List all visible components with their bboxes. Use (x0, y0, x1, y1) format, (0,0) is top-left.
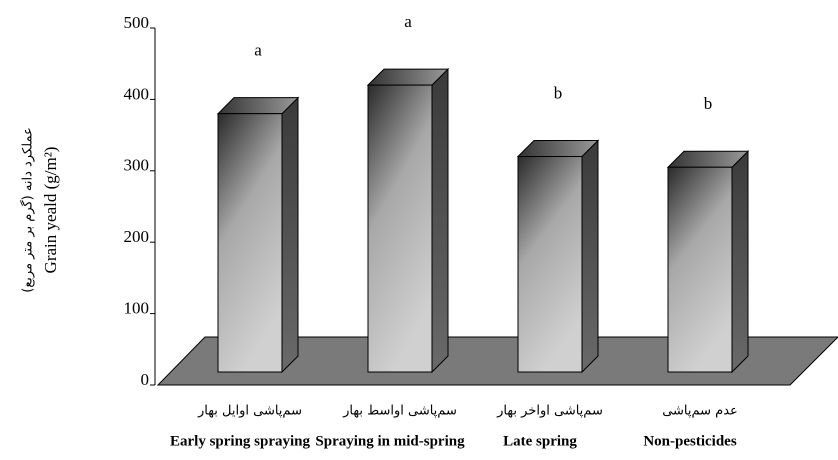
bar-side (281, 96, 299, 374)
y-axis-label: Grain yeald (g/m²) (41, 147, 60, 274)
bar-front (217, 113, 283, 373)
annotation: a (254, 41, 262, 60)
y-tick-label: 200 (124, 227, 150, 246)
bar-side (581, 139, 599, 374)
x-tick-label-secondary: سم‌پاشی اواسط بهار (342, 404, 457, 419)
annotation: b (554, 83, 563, 102)
bar (366, 67, 450, 374)
y-tick-label: 500 (124, 13, 150, 32)
bar-side (431, 67, 449, 374)
y-tick-label: 0 (141, 370, 150, 389)
bar-front (517, 156, 583, 373)
y-tick-label: 400 (124, 84, 150, 103)
y-tick-label: 300 (124, 156, 150, 175)
x-tick-label-secondary: سم‌پاشی اواخر بهار (496, 404, 603, 419)
x-tick-label: Non-pesticides (643, 433, 736, 449)
bar (666, 150, 750, 374)
x-tick-label: Spraying in mid-spring (315, 433, 465, 449)
bar-front (367, 84, 433, 373)
x-tick-label-secondary: سم‌پاشی اوایل بهار (197, 404, 302, 419)
y-axis-label-secondary: عملکرد دانه (گرم بر متر مربع) (20, 127, 36, 292)
x-tick-label-secondary: عدم سم‌پاشی (662, 404, 738, 419)
y-tick-label: 100 (124, 299, 150, 318)
annotation: b (704, 94, 713, 113)
bar (516, 139, 600, 374)
x-tick-label: Late spring (503, 433, 577, 449)
bar (216, 96, 300, 374)
annotation: a (404, 12, 412, 31)
bar-side (731, 150, 749, 374)
x-tick-label: Early spring spraying (170, 433, 311, 449)
bar-front (667, 166, 733, 373)
